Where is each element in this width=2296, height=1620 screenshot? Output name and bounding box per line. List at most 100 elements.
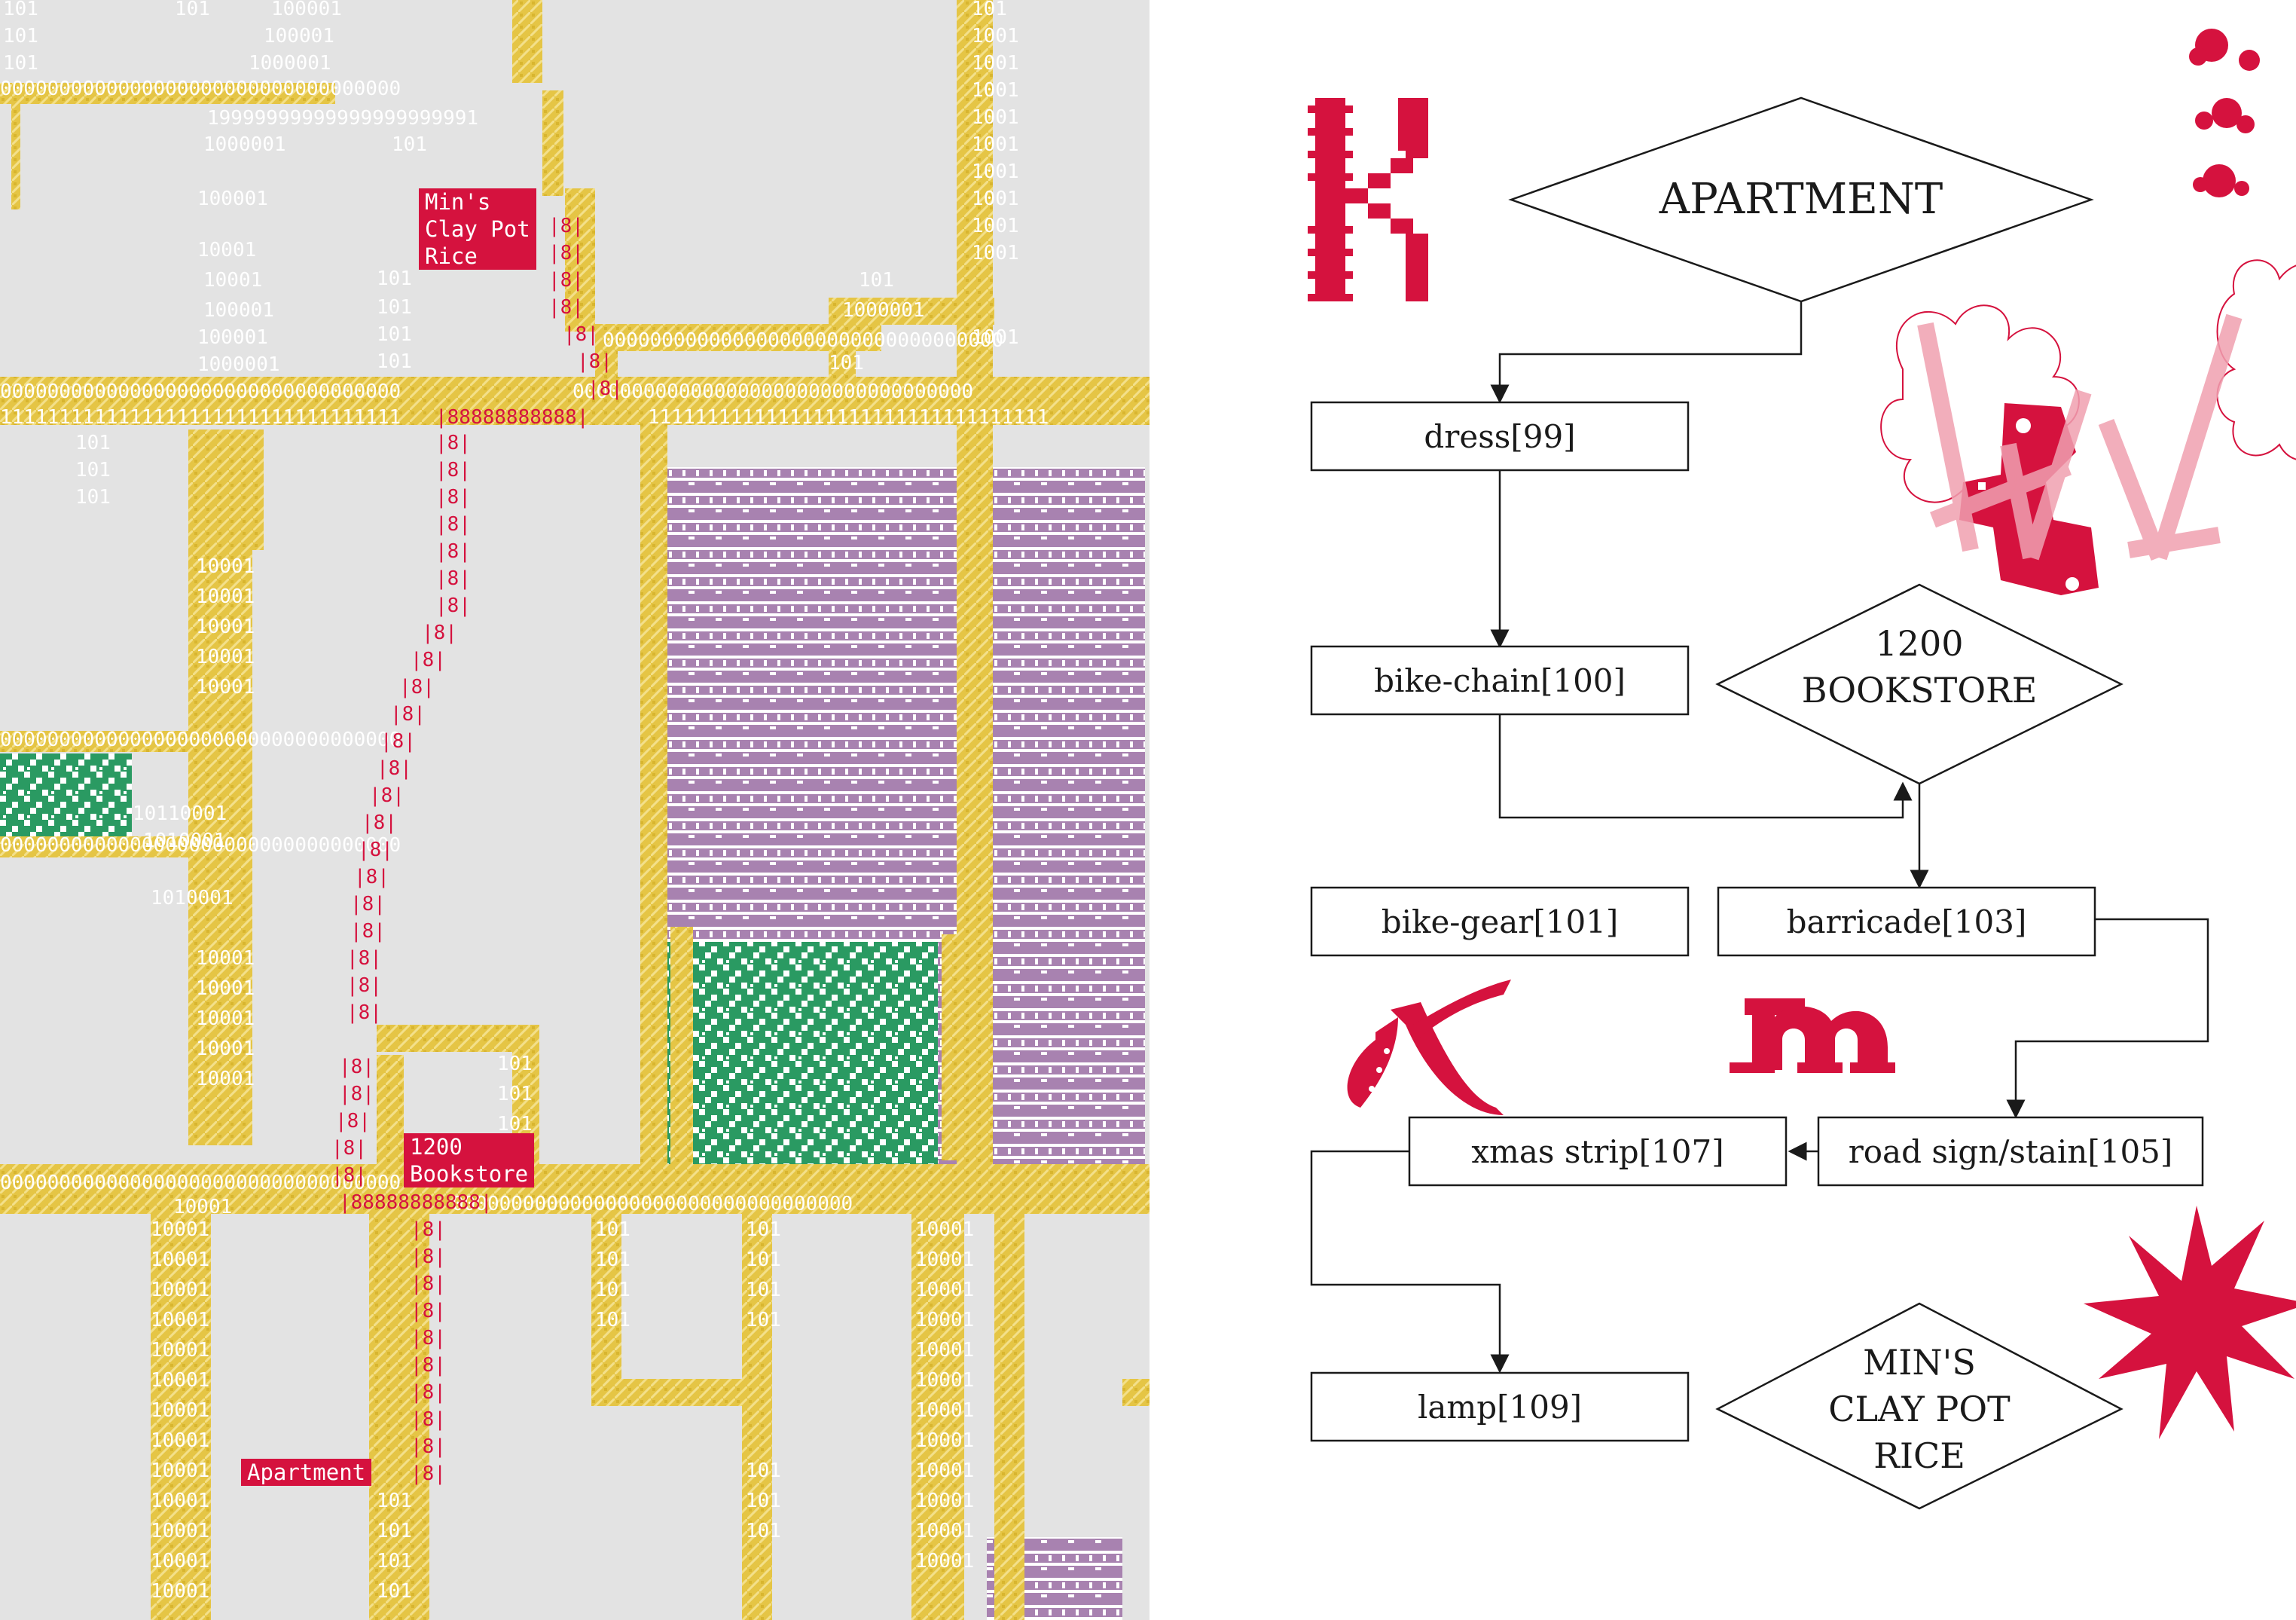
svg-text:10001: 10001 xyxy=(196,947,255,970)
svg-text:RICE: RICE xyxy=(1873,1435,1965,1476)
svg-text:101: 101 xyxy=(746,1309,781,1331)
svg-text:101: 101 xyxy=(3,0,38,20)
flowchart: APARTMENT dress[99] bike-chain[100] 1200… xyxy=(1308,29,2296,1510)
svg-text:1001: 1001 xyxy=(972,242,1019,264)
svg-text:|8|: |8| xyxy=(577,350,612,373)
svg-text:101: 101 xyxy=(497,1083,533,1105)
svg-text:101: 101 xyxy=(746,1279,781,1301)
svg-text:101: 101 xyxy=(595,1279,630,1301)
svg-text:101: 101 xyxy=(175,0,210,20)
svg-text:10001: 10001 xyxy=(196,646,255,668)
svg-text:bike-chain[100]: bike-chain[100] xyxy=(1374,662,1626,699)
svg-text:10001: 10001 xyxy=(151,1339,209,1362)
svg-text:100001: 100001 xyxy=(197,326,268,349)
svg-text:10001: 10001 xyxy=(915,1520,974,1542)
svg-text:10001: 10001 xyxy=(915,1550,974,1573)
node-mins-clay-pot-rice: MIN'S CLAY POT RICE xyxy=(1715,1302,2123,1510)
svg-text:1010001: 1010001 xyxy=(151,887,234,909)
node-dress: dress[99] xyxy=(1310,401,1690,472)
pixel-k-glyph xyxy=(1308,98,1428,301)
svg-text:dress[99]: dress[99] xyxy=(1424,418,1575,455)
svg-text:101: 101 xyxy=(497,1113,533,1136)
svg-text:10001: 10001 xyxy=(196,1038,255,1060)
svg-text:10001: 10001 xyxy=(915,1460,974,1482)
svg-text:101: 101 xyxy=(377,1580,412,1603)
svg-text:101: 101 xyxy=(595,1218,630,1241)
node-barricade: barricade[103] xyxy=(1717,886,2096,957)
svg-text:|8|: |8| xyxy=(347,1001,382,1024)
map-label-apartment: Apartment xyxy=(241,1459,372,1486)
svg-text:101: 101 xyxy=(746,1520,781,1542)
svg-text:10001: 10001 xyxy=(915,1490,974,1512)
svg-text:000000000000000000000000000000: 0000000000000000000000000000000000 xyxy=(0,1172,401,1194)
svg-text:10001: 10001 xyxy=(196,676,255,698)
svg-text:101: 101 xyxy=(746,1490,781,1512)
svg-text:|8|: |8| xyxy=(435,459,471,481)
svg-text:1001: 1001 xyxy=(972,25,1019,47)
svg-text:|8|: |8| xyxy=(411,1381,446,1404)
svg-text:|8|: |8| xyxy=(399,676,435,698)
svg-text:101: 101 xyxy=(746,1249,781,1271)
svg-text:101: 101 xyxy=(75,432,111,454)
svg-text:|8|: |8| xyxy=(347,947,382,970)
svg-text:100001: 100001 xyxy=(271,0,342,20)
svg-text:|8|: |8| xyxy=(347,974,382,997)
svg-text:10001: 10001 xyxy=(151,1309,209,1331)
map-label-bookstore: 1200 Bookstore xyxy=(404,1133,535,1187)
svg-text:10001: 10001 xyxy=(151,1279,209,1301)
svg-text:101: 101 xyxy=(75,459,111,481)
svg-text:|8|: |8| xyxy=(548,269,584,292)
svg-text:|8|: |8| xyxy=(411,649,446,671)
svg-text:|8|: |8| xyxy=(377,757,412,780)
svg-text:bike-gear[101]: bike-gear[101] xyxy=(1382,903,1619,940)
svg-text:|8|: |8| xyxy=(435,432,471,454)
flowchart-panel: APARTMENT dress[99] bike-chain[100] 1200… xyxy=(1150,0,2296,1620)
svg-text:10001: 10001 xyxy=(151,1490,209,1512)
starburst-glyph xyxy=(2084,1206,2296,1439)
svg-text:101: 101 xyxy=(377,350,412,373)
svg-text:101: 101 xyxy=(377,267,412,290)
svg-text:|8|: |8| xyxy=(422,622,457,644)
svg-text:|88888888888|: |88888888888| xyxy=(435,406,589,429)
svg-text:CLAY POT: CLAY POT xyxy=(1828,1389,2011,1429)
svg-text:101: 101 xyxy=(859,269,894,292)
svg-text:|8|: |8| xyxy=(350,920,386,943)
svg-text:000000000000000000000000000000: 0000000000000000000000000000000000 xyxy=(452,1193,853,1215)
svg-text:1010001: 1010001 xyxy=(143,830,226,852)
svg-text:|8|: |8| xyxy=(411,1327,446,1349)
svg-text:101: 101 xyxy=(377,1520,412,1542)
svg-text:1001: 1001 xyxy=(972,188,1019,210)
svg-text:|8|: |8| xyxy=(435,567,471,590)
svg-text:barricade[103]: barricade[103] xyxy=(1787,903,2027,940)
svg-text:1000001: 1000001 xyxy=(842,299,925,322)
svg-text:101: 101 xyxy=(595,1249,630,1271)
svg-text:101: 101 xyxy=(377,1550,412,1573)
green-block-left xyxy=(0,753,132,836)
node-bike-chain: bike-chain[100] xyxy=(1310,645,1690,716)
node-1200-bookstore: 1200 BOOKSTORE xyxy=(1715,583,2123,785)
svg-text:|8|: |8| xyxy=(548,215,584,237)
svg-text:101: 101 xyxy=(377,296,412,319)
serif-m-glyph xyxy=(1730,998,1895,1073)
svg-text:lamp[109]: lamp[109] xyxy=(1418,1389,1582,1426)
svg-text:10001: 10001 xyxy=(151,1550,209,1573)
svg-text:|8|: |8| xyxy=(411,1435,446,1458)
svg-text:|8|: |8| xyxy=(390,703,426,726)
svg-text:10110001: 10110001 xyxy=(133,802,227,825)
svg-text:1001: 1001 xyxy=(972,133,1019,156)
binary-text-layer: 101 101 101 101 100001 100001 1000001 10… xyxy=(0,0,1049,1603)
svg-text:101: 101 xyxy=(972,0,1007,20)
node-xmas-strip: xmas strip[107] xyxy=(1408,1116,1788,1187)
svg-text:10001: 10001 xyxy=(915,1339,974,1362)
svg-text:|8|: |8| xyxy=(335,1110,371,1132)
svg-text:|8|: |8| xyxy=(358,839,393,861)
svg-text:|8|: |8| xyxy=(369,784,405,807)
svg-text:10001: 10001 xyxy=(203,269,262,292)
svg-text:1001: 1001 xyxy=(972,215,1019,237)
svg-text:road sign/stain[105]: road sign/stain[105] xyxy=(1849,1133,2173,1170)
svg-text:000000000000000000000000000000: 0000000000000000000000000000000000 xyxy=(0,381,401,403)
svg-text:|8|: |8| xyxy=(435,595,471,617)
svg-text:10001: 10001 xyxy=(197,239,256,261)
svg-text:10001: 10001 xyxy=(151,1369,209,1392)
svg-text:10001: 10001 xyxy=(915,1429,974,1452)
